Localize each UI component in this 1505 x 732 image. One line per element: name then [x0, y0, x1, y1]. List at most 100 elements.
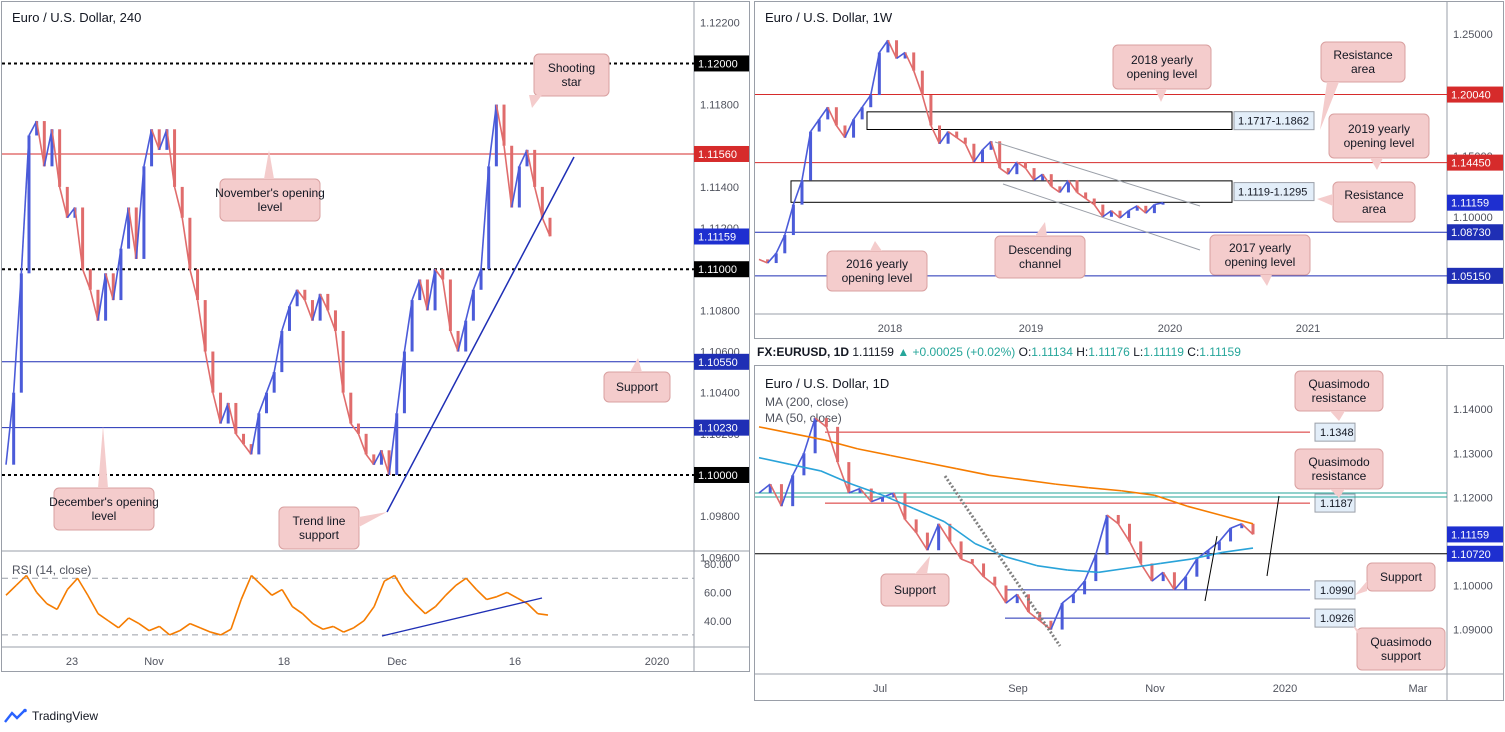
daily-ma50-segment — [758, 456, 791, 466]
weekly-chart-svg[interactable]: 1.250001.150001.1000020182019202020211.1… — [755, 2, 1504, 339]
h4-shooting-star-text: Shooting star — [548, 61, 595, 89]
daily-price-segment — [1095, 514, 1108, 555]
daily-price-segment — [926, 523, 940, 551]
daily-quasimodo-support-text: Quasimodo support — [1370, 635, 1432, 663]
rsi-segment — [465, 577, 478, 591]
daily-x-tick: 2020 — [1273, 683, 1297, 695]
h4-chart-panel[interactable]: Euro / U.S. Dollar, 240 1.12200 1.11800 1.… — [1, 1, 750, 672]
rsi-segment — [148, 625, 160, 632]
daily-level-label: 1.1348 — [1320, 427, 1354, 439]
weekly-price-candle — [1118, 210, 1122, 218]
rsi-segment — [383, 574, 395, 582]
h4-price-candle — [517, 166, 521, 208]
weekly-price-candle — [912, 52, 916, 71]
rsi-segment — [475, 589, 488, 601]
ticker-low: 1.11119 — [1143, 345, 1184, 359]
rsi-segment — [87, 594, 99, 615]
weekly-level-label: 1.05150 — [1451, 271, 1491, 283]
daily-y-tick: 1.13000 — [1453, 448, 1493, 460]
daily-ma50-segment — [1067, 569, 1099, 574]
rsi-y-tick: 80.00 — [704, 559, 732, 571]
daily-qm-res-2-pointer — [1330, 489, 1345, 498]
weekly-chart-panel[interactable]: Euro / U.S. Dollar, 1W 1.250001.150001.1… — [754, 1, 1504, 339]
rsi-segment — [76, 577, 89, 596]
h4-price-candle — [333, 310, 337, 331]
h4-price-candle — [379, 450, 383, 465]
weekly-x-tick: 2018 — [878, 323, 902, 335]
rsi-segment — [189, 622, 201, 629]
rsi-segment — [25, 575, 38, 593]
h4-price-candle — [364, 433, 368, 455]
h4-price-candle — [81, 207, 85, 270]
weekly-zone-box — [866, 111, 1233, 130]
h4-level-label: 1.10230 — [698, 423, 738, 435]
daily-price-candle — [836, 426, 840, 463]
daily-price-segment — [1117, 523, 1131, 542]
daily-ma200-segment — [791, 432, 826, 441]
h4-level-tag — [694, 261, 749, 278]
rsi-segment — [434, 594, 447, 608]
daily-price-segment — [960, 558, 973, 565]
weekly-descending-channel-text: Descending channel — [1008, 243, 1071, 271]
daily-price-segment — [1207, 540, 1220, 551]
h4-x-tick: 16 — [509, 656, 521, 668]
h4-price-candle — [265, 392, 269, 414]
h4-level-label: 1.11159 — [698, 231, 736, 243]
h4-price-candle — [157, 129, 161, 150]
weekly-price-candle — [903, 52, 907, 59]
rsi-segment — [66, 577, 79, 591]
rsi-segment — [250, 574, 263, 586]
h4-level-label: 1.10000 — [698, 470, 738, 482]
daily-price-candle — [1172, 572, 1176, 590]
weekly-price-candle — [800, 180, 804, 205]
rsi-segment — [107, 620, 119, 629]
rsi-segment — [56, 589, 69, 610]
daily-level-label: 1.10720 — [1451, 549, 1491, 561]
h4-level-tag — [694, 419, 749, 436]
daily-ma50-segment — [820, 470, 852, 485]
tradingview-logo-icon — [4, 708, 27, 723]
h4-price-candle — [494, 104, 498, 167]
h4-price-candle — [356, 423, 360, 434]
weekly-price-candle — [1101, 204, 1105, 217]
daily-ma50-segment — [1191, 551, 1223, 560]
daily-level-tag — [1447, 526, 1503, 543]
h4-trendline-support-box — [278, 506, 360, 550]
daily-price-segment — [915, 532, 929, 551]
daily-quasimodo-support-box — [1356, 627, 1446, 671]
h4-price-candle — [165, 129, 169, 150]
daily-ma50-segment — [943, 520, 976, 545]
weekly-price-candle — [1041, 174, 1045, 181]
weekly-resistance-area-1-text: Resistance area — [1333, 48, 1393, 76]
weekly-zone-tag — [1233, 111, 1315, 131]
weekly-2017-pointer — [1260, 275, 1272, 286]
h4-chart-svg[interactable]: 1.122001.118001.114001.112001.108001.106… — [2, 2, 750, 672]
daily-ma200-segment — [1055, 483, 1089, 489]
h4-price-candle — [188, 217, 192, 270]
tradingview-footer[interactable]: TradingView — [4, 708, 98, 724]
daily-price-segment — [904, 518, 917, 534]
daily-x-tick: Jul — [873, 683, 887, 695]
weekly-price-candle — [1058, 186, 1062, 193]
daily-price-candle — [813, 418, 817, 454]
daily-chart-svg[interactable]: 1.14000 1.13000 1.12000 1.10000 1.09000 Jul Se… — [755, 366, 1504, 701]
daily-support-left-text: Support — [894, 583, 937, 597]
h4-price-candle — [510, 145, 514, 208]
weekly-x-tick: 2020 — [1158, 323, 1182, 335]
rsi-legend: RSI (14, close) — [12, 563, 92, 577]
h4-price-candle — [387, 450, 391, 475]
rsi-segment — [302, 613, 314, 625]
daily-ma50-segment — [974, 542, 1007, 558]
h4-support-pointer — [630, 358, 642, 372]
h4-price-candle — [27, 135, 31, 274]
rsi-segment — [393, 575, 406, 593]
weekly-price-candle — [1015, 162, 1019, 175]
ma200-legend: MA (200, close) — [765, 395, 849, 409]
ticker-last: 1.11159 — [852, 345, 894, 359]
daily-chart-panel[interactable]: Euro / U.S. Dollar, 1D MA (200, close) M… — [754, 365, 1504, 701]
h4-trend-line — [386, 156, 575, 513]
daily-price-segment — [836, 461, 850, 494]
rsi-segment — [486, 595, 498, 601]
rsi-segment — [117, 617, 130, 629]
h4-chart-title: Euro / U.S. Dollar, 240 — [12, 10, 142, 25]
